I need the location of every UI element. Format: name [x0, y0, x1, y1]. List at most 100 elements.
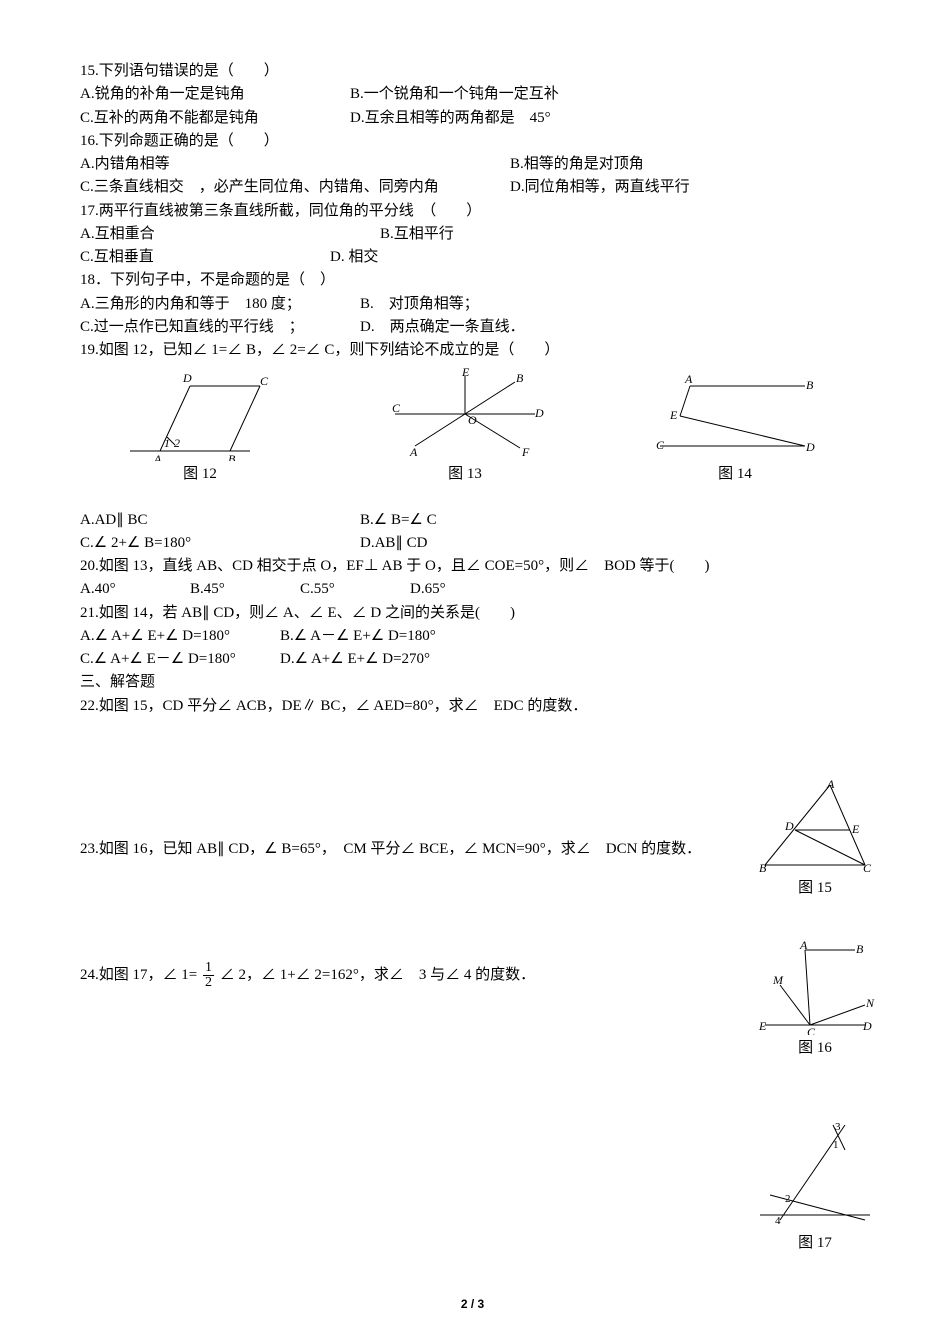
q19-b: B.∠ B=∠ C	[360, 509, 437, 532]
svg-text:3: 3	[835, 1121, 841, 1133]
svg-text:2: 2	[785, 1193, 791, 1205]
q21-b: B.∠ A－∠ E+∠ D=180°	[280, 625, 436, 648]
q17-b: B.互相平行	[380, 223, 454, 246]
fig13-svg: C D A B E F O	[380, 366, 550, 461]
q17-row2: C.互相垂直 D. 相交	[80, 246, 865, 269]
q23-stem: 23.如图 16，已知 AB∥ CD，∠ B=65°， CM 平分∠ BCE，∠…	[80, 838, 865, 861]
fig16-svg: AB ECD MN	[755, 940, 875, 1035]
svg-text:C: C	[656, 438, 665, 452]
q16-row1: A.内错角相等 B.相等的角是对顶角	[80, 153, 865, 176]
figure-13: C D A B E F O 图 13	[380, 366, 550, 486]
svg-text:A: A	[799, 940, 808, 952]
q15-c: C.互补的两角不能都是钝角	[80, 107, 350, 130]
section-3-title: 三、解答题	[80, 671, 865, 694]
svg-text:B: B	[856, 942, 864, 956]
q22-stem: 22.如图 15，CD 平分∠ ACB，DE∥ BC，∠ AED=80°，求∠ …	[80, 695, 865, 718]
svg-text:A: A	[409, 445, 418, 459]
q24-prefix: 24.如图 17，∠ 1=	[80, 967, 197, 983]
figure-row: AB DC 12 图 12 CD AB EF	[120, 366, 820, 486]
q24-suffix: ∠ 2，∠ 1+∠ 2=162°，求∠ 3 与∠ 4 的度数．	[220, 967, 535, 983]
q16-a: A.内错角相等	[80, 153, 510, 176]
q24-fraction: 1 2	[203, 961, 214, 990]
q19-d: D.AB∥ CD	[360, 532, 428, 555]
q19-stem: 19.如图 12，已知∠ 1=∠ B，∠ 2=∠ C，则下列结论不成立的是（ ）	[80, 339, 865, 362]
q19-c: C.∠ 2+∠ B=180°	[80, 532, 360, 555]
q21-d: D.∠ A+∠ E+∠ D=270°	[280, 648, 430, 671]
svg-text:E: E	[461, 366, 470, 379]
figure-14: AB CD E 图 14	[650, 371, 820, 486]
figure-16: AB ECD MN 图 16	[755, 940, 875, 1060]
q20-b: B.45°	[190, 578, 300, 601]
svg-text:B: B	[228, 452, 236, 461]
svg-text:D: D	[862, 1019, 872, 1033]
fig17-svg: 3 1 24	[755, 1120, 875, 1230]
q21-c: C.∠ A+∠ E－∠ D=180°	[80, 648, 280, 671]
page-number: 2 / 3	[0, 1295, 945, 1314]
q17-row1: A.互相重合 B.互相平行	[80, 223, 865, 246]
svg-text:C: C	[392, 401, 401, 415]
svg-text:1: 1	[164, 436, 170, 450]
fig16-caption: 图 16	[798, 1037, 832, 1060]
svg-text:E: E	[669, 408, 678, 422]
q16-stem: 16.下列命题正确的是（ ）	[80, 130, 865, 153]
q17-stem: 17.两平行直线被第三条直线所截，同位角的平分线 （ ）	[80, 200, 865, 223]
svg-text:A: A	[684, 372, 693, 386]
q18-row2: C.过一点作已知直线的平行线 ； D. 两点确定一条直线．	[80, 316, 865, 339]
svg-text:B: B	[516, 371, 524, 385]
svg-text:C: C	[863, 861, 872, 875]
svg-text:D: D	[182, 371, 192, 385]
fig15-svg: A BC DE	[755, 780, 875, 875]
svg-text:F: F	[521, 445, 530, 459]
q20-stem: 20.如图 13，直线 AB、CD 相交于点 O，EF⊥ AB 于 O，且∠ C…	[80, 555, 865, 578]
fig12-caption: 图 12	[183, 463, 217, 486]
svg-text:4: 4	[775, 1215, 781, 1227]
svg-text:A: A	[826, 780, 835, 791]
svg-text:D: D	[805, 440, 815, 454]
fig13-caption: 图 13	[448, 463, 482, 486]
q20-a: A.40°	[80, 578, 190, 601]
q17-d: D. 相交	[330, 246, 378, 269]
q18-c: C.过一点作已知直线的平行线 ；	[80, 316, 360, 339]
svg-text:D: D	[534, 406, 544, 420]
svg-text:B: B	[759, 861, 767, 875]
q21-row1: A.∠ A+∠ E+∠ D=180° B.∠ A－∠ E+∠ D=180°	[80, 625, 865, 648]
fig15-caption: 图 15	[798, 877, 832, 900]
svg-text:A: A	[153, 452, 162, 461]
q16-d: D.同位角相等，两直线平行	[510, 176, 690, 199]
q20-d: D.65°	[410, 578, 446, 601]
q24-stem: 24.如图 17，∠ 1= 1 2 ∠ 2，∠ 1+∠ 2=162°，求∠ 3 …	[80, 961, 865, 990]
svg-text:B: B	[806, 378, 814, 392]
q18-row1: A.三角形的内角和等于 180 度； B. 对顶角相等；	[80, 293, 865, 316]
fig17-caption: 图 17	[798, 1232, 832, 1255]
figure-12: AB DC 12 图 12	[120, 371, 280, 486]
q24-frac-den: 2	[203, 976, 214, 990]
q21-row2: C.∠ A+∠ E－∠ D=180° D.∠ A+∠ E+∠ D=270°	[80, 648, 865, 671]
q17-c: C.互相垂直	[80, 246, 330, 269]
q21-stem: 21.如图 14，若 AB∥ CD，则∠ A、∠ E、∠ D 之间的关系是( )	[80, 602, 865, 625]
q15-row1: A.锐角的补角一定是钝角 B.一个锐角和一个钝角一定互补	[80, 83, 865, 106]
q21-a: A.∠ A+∠ E+∠ D=180°	[80, 625, 280, 648]
q18-stem: 18．下列句子中，不是命题的是（ ）	[80, 269, 865, 292]
figure-17: 3 1 24 图 17	[755, 1120, 875, 1255]
svg-text:O: O	[468, 413, 477, 427]
q19-row2: C.∠ 2+∠ B=180° D.AB∥ CD	[80, 532, 865, 555]
q19-a: A.AD∥ BC	[80, 509, 360, 532]
q20-c: C.55°	[300, 578, 410, 601]
svg-text:C: C	[260, 374, 269, 388]
q19-row1: A.AD∥ BC B.∠ B=∠ C	[80, 509, 865, 532]
exam-page: 15.下列语句错误的是（ ） A.锐角的补角一定是钝角 B.一个锐角和一个钝角一…	[0, 0, 945, 1338]
q24-frac-num: 1	[203, 961, 214, 976]
svg-text:E: E	[851, 822, 860, 836]
q15-b: B.一个锐角和一个钝角一定互补	[350, 83, 559, 106]
q18-a: A.三角形的内角和等于 180 度；	[80, 293, 360, 316]
svg-text:E: E	[758, 1019, 767, 1033]
q15-d: D.互余且相等的两角都是 45°	[350, 107, 551, 130]
q15-stem: 15.下列语句错误的是（ ）	[80, 60, 865, 83]
q16-b: B.相等的角是对顶角	[510, 153, 644, 176]
figure-15: A BC DE 图 15	[755, 780, 875, 900]
svg-text:M: M	[772, 973, 784, 987]
fig14-svg: A B C D E	[650, 371, 820, 461]
svg-text:1: 1	[833, 1139, 839, 1151]
q18-d: D. 两点确定一条直线．	[360, 316, 525, 339]
q16-row2: C.三条直线相交 ，必产生同位角、内错角、同旁内角 D.同位角相等，两直线平行	[80, 176, 865, 199]
